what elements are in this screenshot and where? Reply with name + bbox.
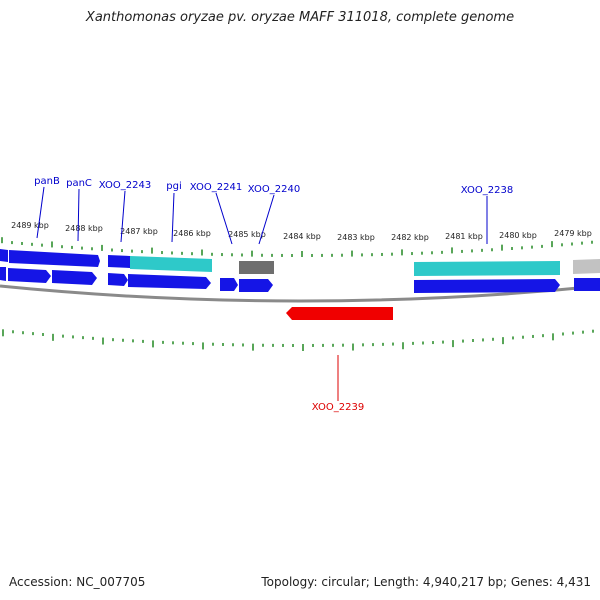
- gene-arrow[interactable]: [0, 249, 8, 262]
- gene-labels: panB panC XOO_2243 pgi XOO_2241 XOO_2240 XOO_2…: [34, 176, 513, 413]
- gene-leader-line: [171, 192, 175, 243]
- highlight-region[interactable]: [130, 256, 212, 272]
- kbp-label: 2488 kbp: [65, 224, 103, 233]
- feature-track-upper: [0, 249, 600, 276]
- reverse-gene-track: [286, 307, 393, 320]
- gene-arrow[interactable]: [414, 279, 560, 293]
- gene-arrow-reverse[interactable]: [286, 307, 393, 320]
- gene-leader-line: [215, 192, 233, 245]
- gene-arrow[interactable]: [8, 268, 51, 283]
- gene-arrow[interactable]: [9, 250, 100, 267]
- gene-label[interactable]: panC: [66, 178, 92, 189]
- gene-leader-line: [120, 190, 126, 243]
- gene-label[interactable]: XOO_2238: [461, 185, 513, 196]
- kbp-label: 2485 kbp: [228, 230, 266, 239]
- kbp-label: 2479 kbp: [554, 229, 592, 238]
- gene-arrow[interactable]: [108, 255, 130, 268]
- gene-label[interactable]: XOO_2239: [312, 402, 364, 413]
- genome-backbone: [0, 284, 600, 303]
- gene-arrow[interactable]: [220, 278, 238, 291]
- kbp-label: 2483 kbp: [337, 233, 375, 242]
- forward-gene-track: [0, 267, 600, 293]
- gray-feature[interactable]: [239, 261, 274, 274]
- gene-label[interactable]: panB: [34, 176, 60, 187]
- gene-leader-line: [36, 186, 45, 239]
- kbp-label: 2480 kbp: [499, 231, 537, 240]
- gene-arrow[interactable]: [128, 274, 211, 289]
- genome-summary-text: Topology: circular; Length: 4,940,217 bp…: [261, 575, 591, 589]
- gene-leader-line: [258, 194, 275, 245]
- genome-title: Xanthomonas oryzae pv. oryzae MAFF 31101…: [85, 10, 515, 25]
- kbp-label: 2486 kbp: [173, 229, 211, 238]
- outer-tick-ring: [1, 237, 593, 257]
- kbp-label: 2484 kbp: [283, 232, 321, 241]
- gene-arrow[interactable]: [52, 270, 97, 285]
- kbp-label: 2487 kbp: [120, 227, 158, 236]
- gene-leader-line: [77, 188, 80, 242]
- highlight-region[interactable]: [414, 261, 560, 276]
- gene-label[interactable]: pgi: [166, 181, 181, 192]
- inner-tick-ring: [2, 329, 594, 351]
- gene-arrow[interactable]: [108, 273, 128, 286]
- gene-arrow[interactable]: [0, 267, 6, 281]
- gene-label[interactable]: XOO_2241: [190, 182, 242, 193]
- gene-arrow[interactable]: [239, 279, 273, 292]
- accession-text: Accession: NC_007705: [9, 575, 146, 589]
- kbp-scale-labels: 2489 kbp 2488 kbp 2487 kbp 2486 kbp 2485 kbp…: [11, 221, 592, 242]
- kbp-label: 2482 kbp: [391, 233, 429, 242]
- light-gray-feature[interactable]: [573, 259, 600, 274]
- kbp-label: 2481 kbp: [445, 232, 483, 241]
- gene-arrow[interactable]: [574, 278, 600, 291]
- kbp-label: 2489 kbp: [11, 221, 49, 230]
- gene-label[interactable]: XOO_2243: [99, 180, 151, 191]
- gene-label[interactable]: XOO_2240: [248, 184, 300, 195]
